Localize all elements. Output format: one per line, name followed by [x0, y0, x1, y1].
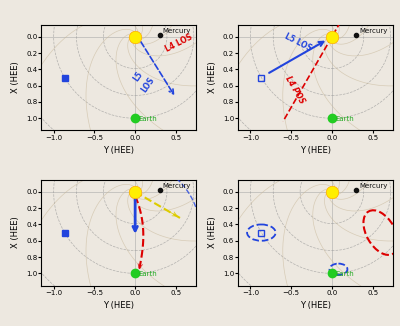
Text: Earth: Earth [335, 116, 354, 122]
Text: Mercury: Mercury [163, 28, 191, 34]
Y-axis label: X (HEE): X (HEE) [208, 62, 217, 93]
Text: L4 LOS: L4 LOS [164, 32, 194, 53]
Y-axis label: X (HEE): X (HEE) [12, 217, 20, 248]
Text: LOS: LOS [139, 76, 156, 94]
Text: Mercury: Mercury [360, 28, 388, 34]
Text: L5: L5 [131, 70, 144, 83]
Text: Mercury: Mercury [163, 183, 191, 189]
Text: Earth: Earth [138, 116, 157, 122]
Y-axis label: X (HEE): X (HEE) [12, 62, 20, 93]
Text: L5 LOS: L5 LOS [283, 32, 313, 53]
X-axis label: Y (HEE): Y (HEE) [103, 301, 134, 310]
Text: Mercury: Mercury [360, 183, 388, 189]
X-axis label: Y (HEE): Y (HEE) [300, 301, 331, 310]
Text: Earth: Earth [138, 271, 157, 277]
Text: Earth: Earth [335, 271, 354, 277]
Text: L4 POS: L4 POS [283, 75, 306, 106]
X-axis label: Y (HEE): Y (HEE) [103, 146, 134, 155]
Y-axis label: X (HEE): X (HEE) [208, 217, 217, 248]
X-axis label: Y (HEE): Y (HEE) [300, 146, 331, 155]
